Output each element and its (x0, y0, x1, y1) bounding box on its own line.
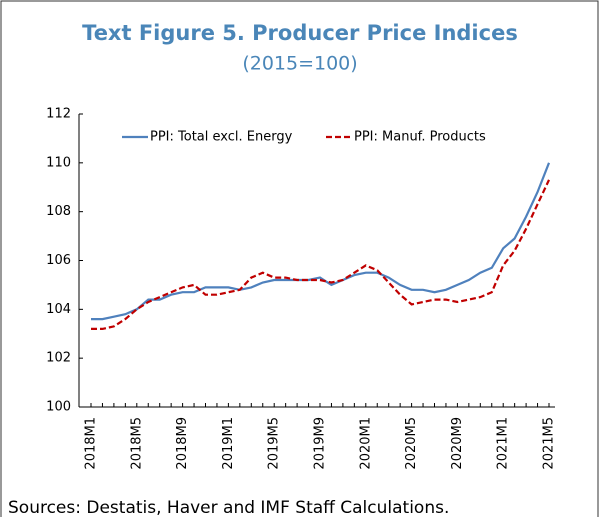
x-tick-label: 2019M1 (221, 417, 236, 470)
source-note: Sources: Destatis, Haver and IMF Staff C… (8, 498, 449, 517)
series-line (91, 179, 550, 330)
x-tick-label: 2021M1 (496, 417, 511, 470)
x-tick-label: 2021M5 (542, 417, 557, 470)
x-tick-label: 2020M5 (404, 417, 419, 470)
x-tick-label: 2018M5 (129, 417, 144, 470)
x-tick-label: 2020M9 (450, 417, 465, 470)
x-tick-label: 2018M9 (175, 417, 190, 470)
x-tick-label: 2020M1 (358, 417, 373, 470)
y-tick-label: 102 (46, 351, 71, 366)
x-tick-label: 2018M1 (84, 417, 99, 470)
chart-subtitle: (2015=100) (242, 53, 357, 75)
y-tick-label: 106 (46, 253, 71, 268)
legend-label: PPI: Total excl. Energy (150, 130, 293, 145)
y-tick-label: 110 (46, 155, 71, 170)
x-tick-label: 2019M5 (267, 417, 282, 470)
y-tick-label: 100 (46, 400, 71, 415)
y-tick-label: 112 (46, 107, 71, 122)
legend-label: PPI: Manuf. Products (354, 130, 486, 145)
series-line (91, 162, 551, 321)
y-tick-label: 108 (46, 204, 71, 219)
x-tick-label: 2019M9 (313, 417, 328, 470)
chart-title: Text Figure 5. Producer Price Indices (82, 21, 518, 45)
y-tick-label: 104 (46, 302, 71, 317)
